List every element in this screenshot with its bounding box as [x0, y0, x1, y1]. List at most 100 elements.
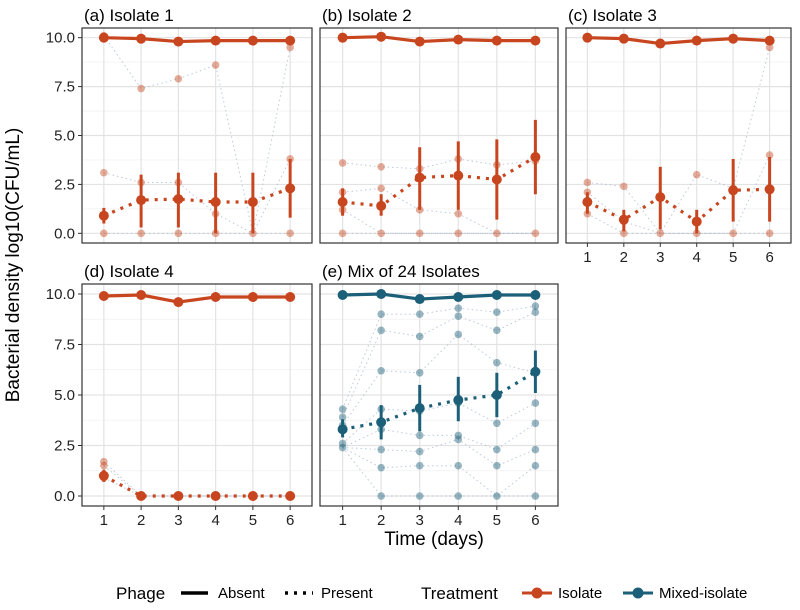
replicate-point [286, 43, 294, 52]
phage-present-mean-point [285, 183, 296, 194]
replicate-point [454, 431, 463, 440]
phage-absent-mean-point [453, 292, 464, 303]
replicate-point [174, 74, 183, 83]
x-tick-label: 2 [377, 512, 385, 529]
phage-present-mean-point [98, 470, 109, 481]
replicate-point [377, 163, 385, 171]
phage-present-mean-point [136, 195, 147, 206]
replicate-trace [342, 438, 536, 467]
replicate-point [765, 43, 774, 52]
panel-border [565, 27, 792, 244]
phage-absent-mean-point [285, 35, 296, 46]
x-tick-label: 2 [137, 512, 145, 529]
x-tick-label: 5 [729, 249, 737, 266]
phage-absent-mean-point [453, 34, 464, 45]
legend-phage-title: Phage [116, 584, 165, 603]
replicate-trace [342, 447, 536, 497]
phage-absent-mean-point [136, 290, 147, 301]
replicate-point [415, 368, 424, 377]
phage-present-mean-point [337, 424, 348, 435]
replicate-point [656, 229, 665, 238]
phage-absent-mean-point [337, 290, 348, 301]
x-tick-label: 1 [100, 512, 108, 529]
replicate-point [493, 229, 501, 238]
x-tick-label: 5 [493, 512, 501, 529]
phage-present-line [342, 155, 537, 208]
phage-absent-line [103, 293, 291, 304]
replicate-trace [342, 158, 536, 170]
phage-absent-mean-point [728, 33, 739, 44]
phage-absent-mean-point [247, 35, 258, 46]
replicate-point [377, 310, 385, 318]
x-tick-label: 4 [693, 249, 701, 266]
legend-mixed-label: Mixed-isolate [659, 585, 747, 602]
panel-title: (c) Isolate 3 [568, 6, 657, 25]
panel-title: (a) Isolate 1 [84, 6, 174, 25]
phage-present-mean-point [453, 395, 464, 406]
phage-present-mean-point [376, 417, 387, 428]
replicate-point [415, 332, 424, 341]
replicate-point [765, 229, 774, 238]
phage-absent-mean-point [414, 294, 425, 305]
phage-absent-mean-point [285, 292, 296, 303]
x-tick-label: 2 [620, 249, 628, 266]
x-tick-label: 6 [765, 249, 773, 266]
replicate-point [415, 447, 424, 456]
phage-present-mean-point [453, 170, 464, 181]
phage-present-mean-point [582, 197, 593, 208]
x-tick-label: 1 [338, 512, 346, 529]
replicate-point [493, 326, 501, 335]
y-tick-label: 10.0 [46, 30, 75, 47]
replicate-point [100, 168, 108, 177]
replicate-trace [342, 402, 536, 444]
x-tick-label: 5 [249, 512, 257, 529]
replicate-point [377, 229, 385, 238]
replicate-point [338, 159, 347, 167]
x-tick-label: 6 [531, 512, 539, 529]
x-tick-label: 3 [416, 512, 424, 529]
x-axis-title: Time (days) [384, 529, 484, 550]
replicate-trace [342, 311, 536, 418]
y-axis-title: Bacterial density log10(CFU/mL) [3, 128, 24, 403]
legend-mixed-key-dot [632, 587, 644, 599]
replicate-trace [587, 47, 771, 235]
replicate-point [531, 399, 540, 407]
replicate-point [415, 229, 424, 238]
phage-absent-line [342, 35, 536, 44]
replicate-point [531, 419, 540, 428]
replicate-point [454, 209, 463, 218]
y-tick-label: 5.0 [54, 128, 75, 145]
replicate-point [338, 439, 347, 448]
phage-present-mean-point [414, 172, 425, 183]
replicate-trace [103, 158, 291, 235]
replicate-point [493, 308, 501, 316]
legend-treatment-title: Treatment [421, 584, 498, 603]
replicate-point [377, 463, 385, 472]
replicate-point [211, 61, 220, 69]
phage-absent-mean-point [98, 291, 109, 302]
replicate-point [454, 330, 463, 339]
replicate-point [531, 229, 540, 238]
panel-2: (b) Isolate 2 [319, 6, 559, 244]
x-tick-label: 4 [211, 512, 219, 529]
phage-absent-mean-point [414, 36, 425, 47]
panel-border [319, 27, 559, 244]
legend-isolate-key-dot [531, 587, 543, 599]
phage-absent-mean-point [491, 35, 502, 46]
phage-absent-mean-point [764, 35, 775, 46]
x-tick-label: 6 [286, 512, 294, 529]
replicate-point [100, 461, 108, 470]
x-tick-label: 1 [583, 249, 591, 266]
panel-title: (b) Isolate 2 [322, 6, 412, 25]
phage-present-mean-point [98, 210, 109, 221]
phage-absent-mean-point [210, 35, 221, 46]
panel-title: (e) Mix of 24 Isolates [322, 262, 480, 281]
replicate-point [531, 308, 540, 316]
phage-absent-mean-point [530, 290, 541, 301]
replicate-point [620, 182, 628, 191]
legend-isolate-label: Isolate [558, 585, 602, 602]
replicate-point [100, 229, 108, 238]
phage-present-mean-point [655, 192, 666, 203]
replicate-point [415, 461, 424, 470]
phage-absent-mean-point [376, 31, 387, 42]
